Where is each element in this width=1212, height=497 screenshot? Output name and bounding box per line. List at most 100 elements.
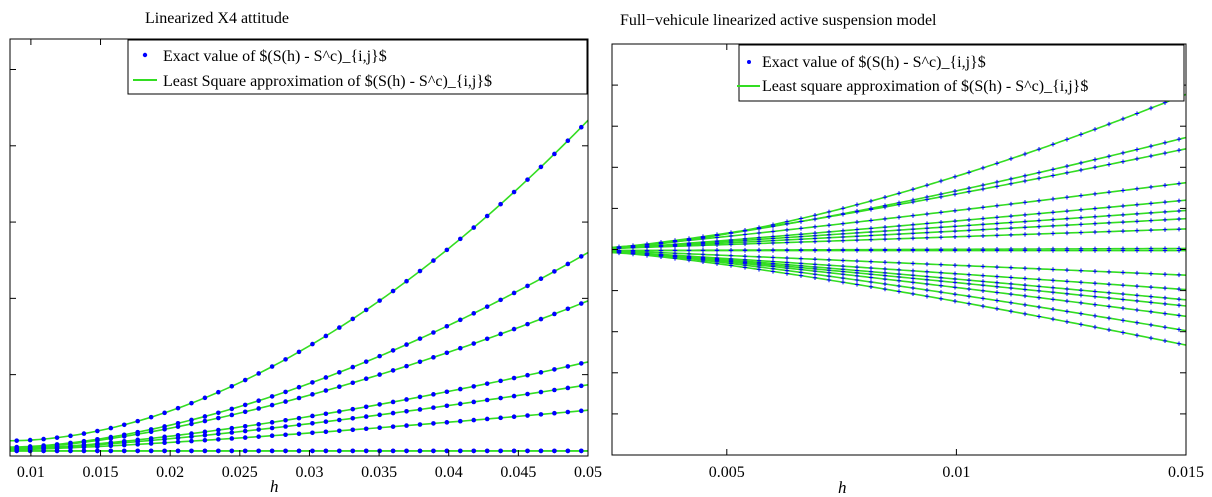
exact-point [784, 221, 790, 226]
exact-point [1008, 156, 1014, 161]
exact-point [1078, 207, 1084, 213]
exact-point [1176, 286, 1182, 292]
exact-point [994, 203, 1000, 208]
exact-point [1050, 307, 1056, 312]
exact-point [1120, 116, 1126, 122]
exact-point [1022, 200, 1028, 205]
exact-point [980, 248, 986, 253]
exact-point [980, 205, 986, 210]
exact-point [1022, 293, 1028, 299]
exact-point [924, 235, 930, 240]
exact-point [1008, 220, 1014, 225]
chart-marks [9, 119, 589, 454]
exact-point [868, 237, 874, 242]
exact-point [840, 258, 846, 263]
exact-point [882, 260, 888, 265]
exact-point [994, 179, 1000, 185]
exact-point [1092, 127, 1098, 132]
exact-point [1120, 330, 1126, 335]
axis-ticks: 0.01 0.015 0.02 0.025 0.03 0.035 0.04 0.045 0.05 [10, 39, 602, 481]
exact-point [148, 448, 154, 454]
exact-point [826, 238, 832, 244]
exact-point [798, 219, 804, 224]
exact-point [1036, 198, 1042, 203]
exact-point [952, 218, 958, 224]
exact-point [135, 431, 140, 437]
exact-point [511, 393, 517, 399]
exact-point [229, 412, 235, 418]
exact-point [431, 330, 436, 335]
exact-point [1078, 311, 1084, 316]
exact-point [27, 437, 33, 443]
exact-point [840, 248, 846, 253]
exact-point [296, 349, 302, 355]
exact-point [431, 258, 436, 263]
exact-point [1050, 231, 1056, 236]
exact-point [966, 170, 972, 175]
exact-point [910, 231, 916, 236]
exact-point [363, 404, 369, 410]
exact-point [1036, 314, 1042, 319]
exact-point [854, 202, 860, 207]
exact-point [700, 259, 706, 265]
exact-point [812, 213, 818, 218]
exact-point [1022, 248, 1028, 253]
exact-point [525, 177, 530, 182]
exact-point [1064, 279, 1070, 284]
exact-point [242, 435, 248, 440]
exact-point [1106, 304, 1112, 309]
exact-point [54, 448, 60, 454]
exact-point [337, 417, 342, 423]
exact-point [1120, 159, 1126, 164]
exact-point [229, 425, 235, 431]
exact-point [896, 215, 902, 220]
exact-point [565, 261, 571, 267]
exact-point [882, 232, 888, 238]
exact-point [952, 234, 958, 240]
exact-point [337, 325, 342, 330]
exact-point [994, 184, 1000, 189]
exact-point [826, 273, 832, 279]
exact-point [938, 289, 944, 295]
exact-point [630, 251, 636, 257]
exact-point [980, 273, 986, 278]
exact-point [784, 248, 790, 253]
exact-point [95, 428, 100, 434]
exact-point [108, 425, 114, 431]
exact-point [924, 248, 930, 253]
exact-point [565, 448, 571, 454]
exact-point [1106, 162, 1112, 167]
exact-point [1134, 283, 1140, 289]
exact-point [742, 232, 748, 237]
exact-point [1134, 156, 1140, 162]
exact-point [784, 255, 790, 261]
exact-point [511, 375, 517, 381]
exact-point [952, 208, 958, 213]
exact-point [552, 269, 557, 274]
exact-point [812, 216, 818, 222]
exact-point [417, 407, 423, 412]
exact-point [826, 223, 832, 228]
exact-point [1078, 230, 1084, 235]
chart-title: Linearized X4 attitude [145, 10, 289, 27]
exact-point [770, 255, 776, 260]
exact-point [162, 436, 167, 442]
exact-point [868, 279, 874, 285]
exact-point [189, 400, 194, 406]
exact-point [966, 263, 972, 269]
exact-point [882, 228, 888, 234]
exact-point [854, 248, 860, 253]
exact-point [980, 264, 986, 269]
exact-point [1162, 227, 1168, 232]
exact-point [578, 124, 584, 130]
exact-point [242, 428, 248, 434]
exact-point [552, 387, 557, 393]
exact-point [924, 221, 930, 226]
exact-point [1162, 311, 1168, 316]
exact-point [1134, 186, 1140, 191]
exact-point [1050, 223, 1056, 229]
exact-point [952, 248, 958, 253]
exact-point [1064, 298, 1070, 304]
exact-point [882, 204, 888, 210]
exact-point [1008, 300, 1014, 305]
